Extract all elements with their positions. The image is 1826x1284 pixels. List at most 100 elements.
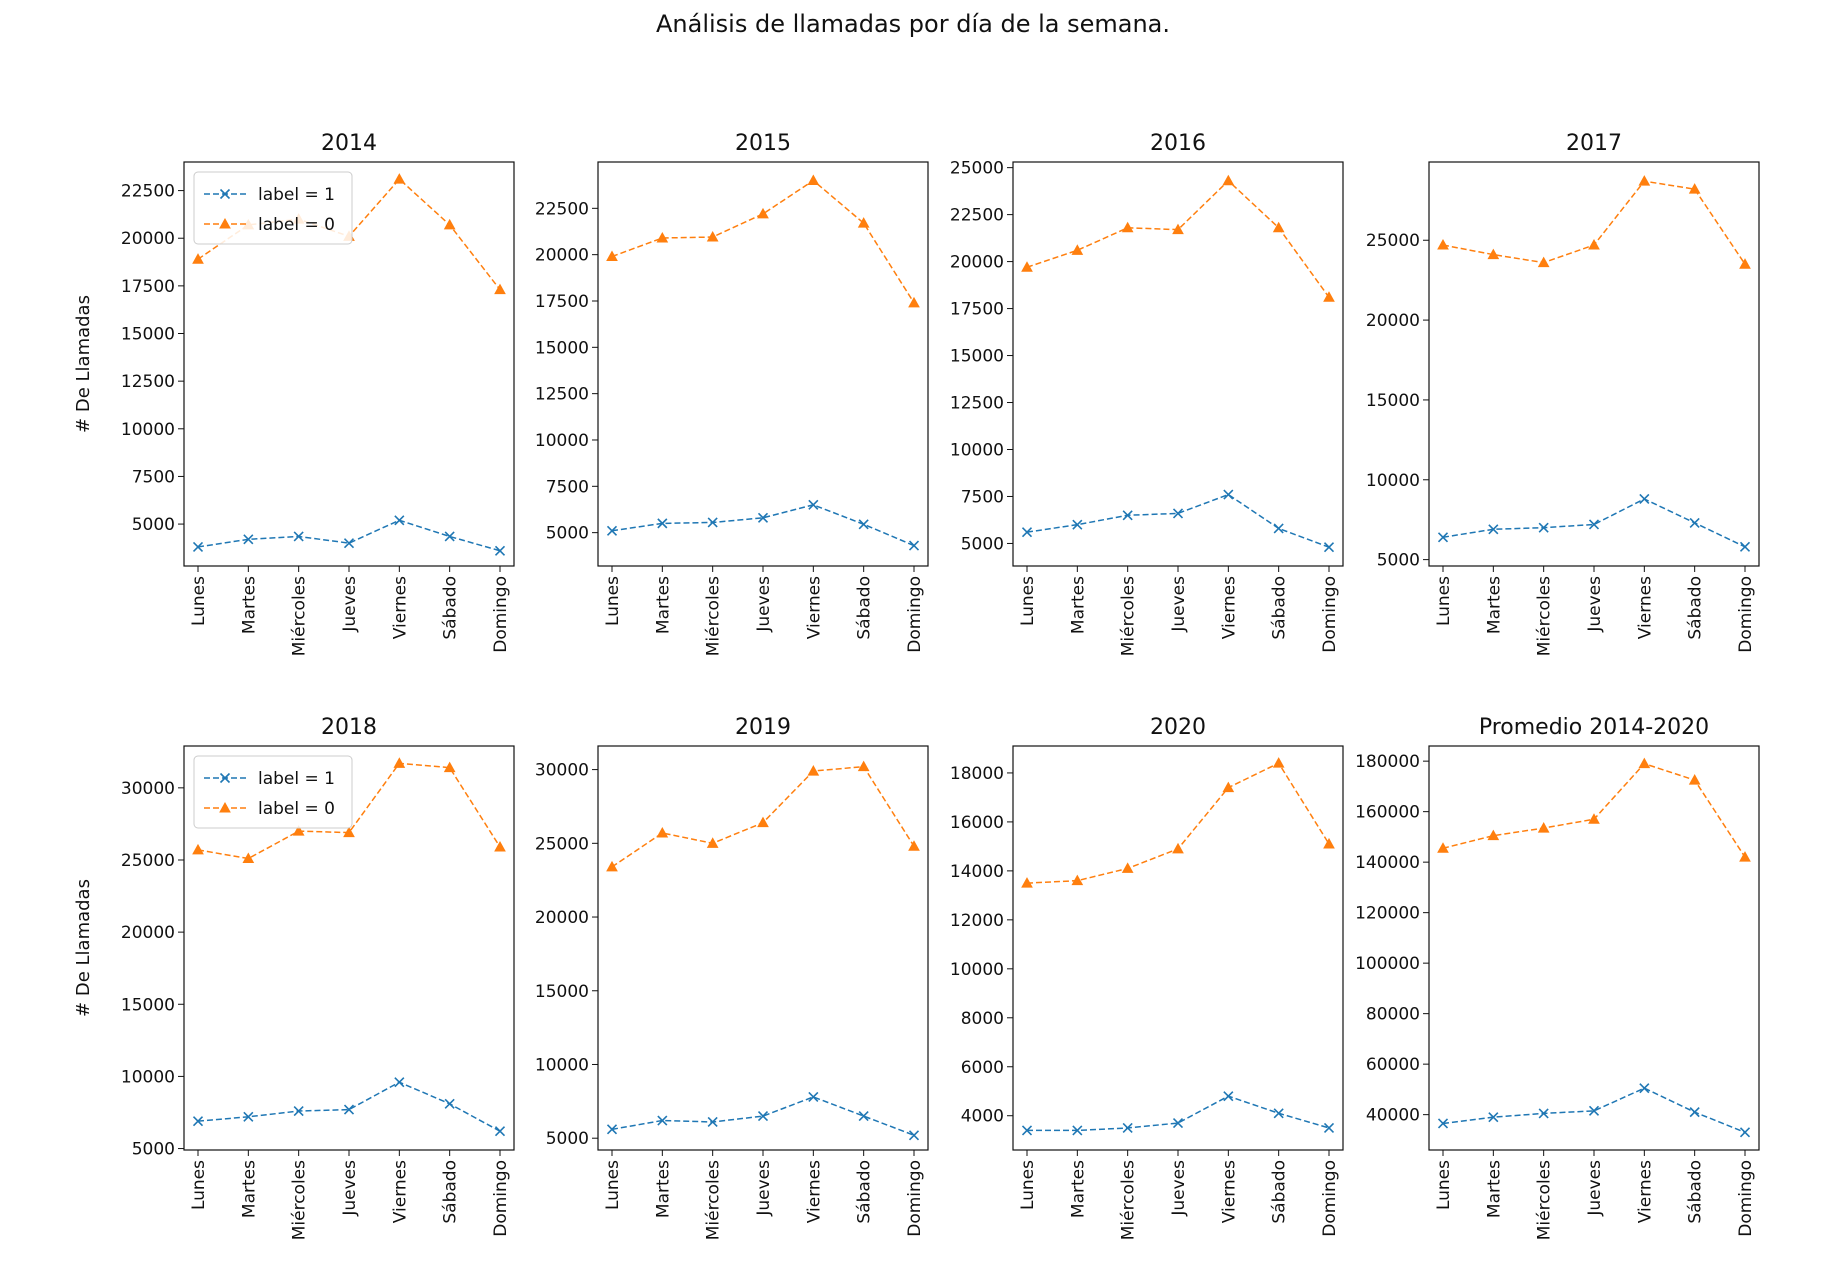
data-point <box>243 1111 254 1122</box>
y-tick-label: 25000 <box>1366 231 1420 251</box>
series-line-label-1 <box>197 519 501 552</box>
data-point <box>1072 519 1083 530</box>
y-tick-label: 5000 <box>1377 551 1420 571</box>
data-point <box>1688 774 1701 785</box>
data-point <box>1537 256 1550 268</box>
legend-marker <box>219 801 231 813</box>
subplot-title: 2015 <box>735 131 791 156</box>
x-tick-label: Jueves <box>1585 576 1605 633</box>
data-point <box>1222 781 1235 793</box>
data-point <box>192 843 204 855</box>
data-point <box>1172 842 1184 854</box>
y-tick-label: 20000 <box>535 246 589 266</box>
data-point <box>1122 1122 1133 1134</box>
data-point <box>242 852 255 864</box>
data-point <box>1739 541 1751 552</box>
data-point <box>1121 862 1134 873</box>
y-tick-label: 20000 <box>121 229 175 249</box>
x-tick-label: Sábado <box>1686 1160 1706 1224</box>
data-point <box>1222 174 1235 186</box>
data-point <box>1273 1108 1284 1119</box>
y-tick-label: 5000 <box>961 534 1004 554</box>
x-tick-label: Miércoles <box>704 576 724 656</box>
y-tick-label: 22500 <box>950 206 1004 226</box>
y-tick-label: 10000 <box>950 960 1004 980</box>
data-point <box>1223 489 1234 500</box>
data-point <box>444 1098 455 1109</box>
data-point <box>706 837 719 848</box>
x-tick-label: Jueves <box>340 576 360 633</box>
x-tick-label: Martes <box>1484 1160 1504 1218</box>
data-point <box>1172 223 1184 235</box>
y-tick-label: 8000 <box>961 1009 1004 1029</box>
subplot-title: 2016 <box>1150 131 1206 156</box>
data-point <box>292 825 305 836</box>
x-tick-label: Sábado <box>1686 576 1706 640</box>
data-point <box>757 512 769 523</box>
y-tick-label: 30000 <box>121 779 175 799</box>
x-tick-label: Jueves <box>340 1160 360 1217</box>
y-tick-label: 25000 <box>121 851 175 871</box>
series-line-label-0 <box>1026 179 1330 298</box>
subplot-title: 2020 <box>1150 715 1206 740</box>
x-tick-label: Domingo <box>1320 1160 1340 1237</box>
y-tick-label: 15000 <box>535 338 589 358</box>
legend: label = 1 label = 0 <box>193 171 353 245</box>
x-tick-label: Domingo <box>905 1160 925 1237</box>
data-point <box>706 231 719 242</box>
data-point <box>1588 1105 1600 1116</box>
x-tick-label: Miércoles <box>1119 576 1139 656</box>
y-tick-label: 25000 <box>950 159 1004 179</box>
x-tick-label: Jueves <box>1585 1160 1605 1217</box>
y-tick-label: 12500 <box>121 372 175 392</box>
data-point <box>1638 757 1651 769</box>
y-tick-label: 15000 <box>950 347 1004 367</box>
data-point <box>1323 1122 1335 1134</box>
data-point <box>443 761 456 773</box>
y-tick-label: 17500 <box>121 277 175 297</box>
x-tick-label: Viernes <box>390 576 410 639</box>
data-point <box>192 541 204 553</box>
legend-entry: label = 1 <box>258 185 335 205</box>
data-point <box>393 757 406 768</box>
data-point <box>394 1077 405 1088</box>
y-tick-label: 60000 <box>1366 1055 1420 1075</box>
x-tick-label: Domingo <box>1320 576 1340 653</box>
subplot-4: 2017 5000 10000 15000 20000 25000 Lunes Martes M… <box>1366 131 1760 656</box>
y-tick-label: 15000 <box>535 982 589 1002</box>
legend-marker <box>219 217 231 229</box>
data-point <box>857 217 870 228</box>
data-point <box>1538 1108 1549 1119</box>
data-point <box>1689 517 1700 528</box>
legend: label = 1 label = 0 <box>193 755 353 829</box>
x-tick-label: Lunes <box>1434 576 1454 626</box>
data-point <box>1323 837 1335 849</box>
data-point <box>1688 183 1701 194</box>
data-point <box>1121 221 1134 233</box>
x-tick-label: Martes <box>1068 1160 1088 1218</box>
x-tick-label: Jueves <box>754 1160 774 1217</box>
y-tick-label: 10000 <box>121 1067 175 1087</box>
data-point <box>857 760 870 772</box>
data-point <box>1739 258 1751 269</box>
data-point <box>1021 877 1033 888</box>
x-tick-label: Sábado <box>441 1160 461 1224</box>
data-point <box>343 826 355 838</box>
data-point <box>707 517 718 528</box>
data-point <box>858 519 869 530</box>
data-point <box>1487 248 1500 260</box>
x-tick-label: Viernes <box>390 1160 410 1223</box>
subplot-2: 2015 5000 7500 10000 12500 15000 17500 20000 225… <box>535 131 929 656</box>
data-point <box>657 1115 668 1126</box>
data-point <box>908 1130 920 1141</box>
data-point <box>1588 239 1600 250</box>
subplot-title: 2018 <box>321 715 377 740</box>
data-point <box>1021 527 1033 538</box>
y-tick-label: 22500 <box>121 182 175 202</box>
data-point <box>494 840 506 852</box>
data-point <box>807 765 820 776</box>
x-tick-label: Domingo <box>1736 1160 1756 1237</box>
data-point <box>707 1116 718 1128</box>
y-tick-label: 17500 <box>535 292 589 312</box>
